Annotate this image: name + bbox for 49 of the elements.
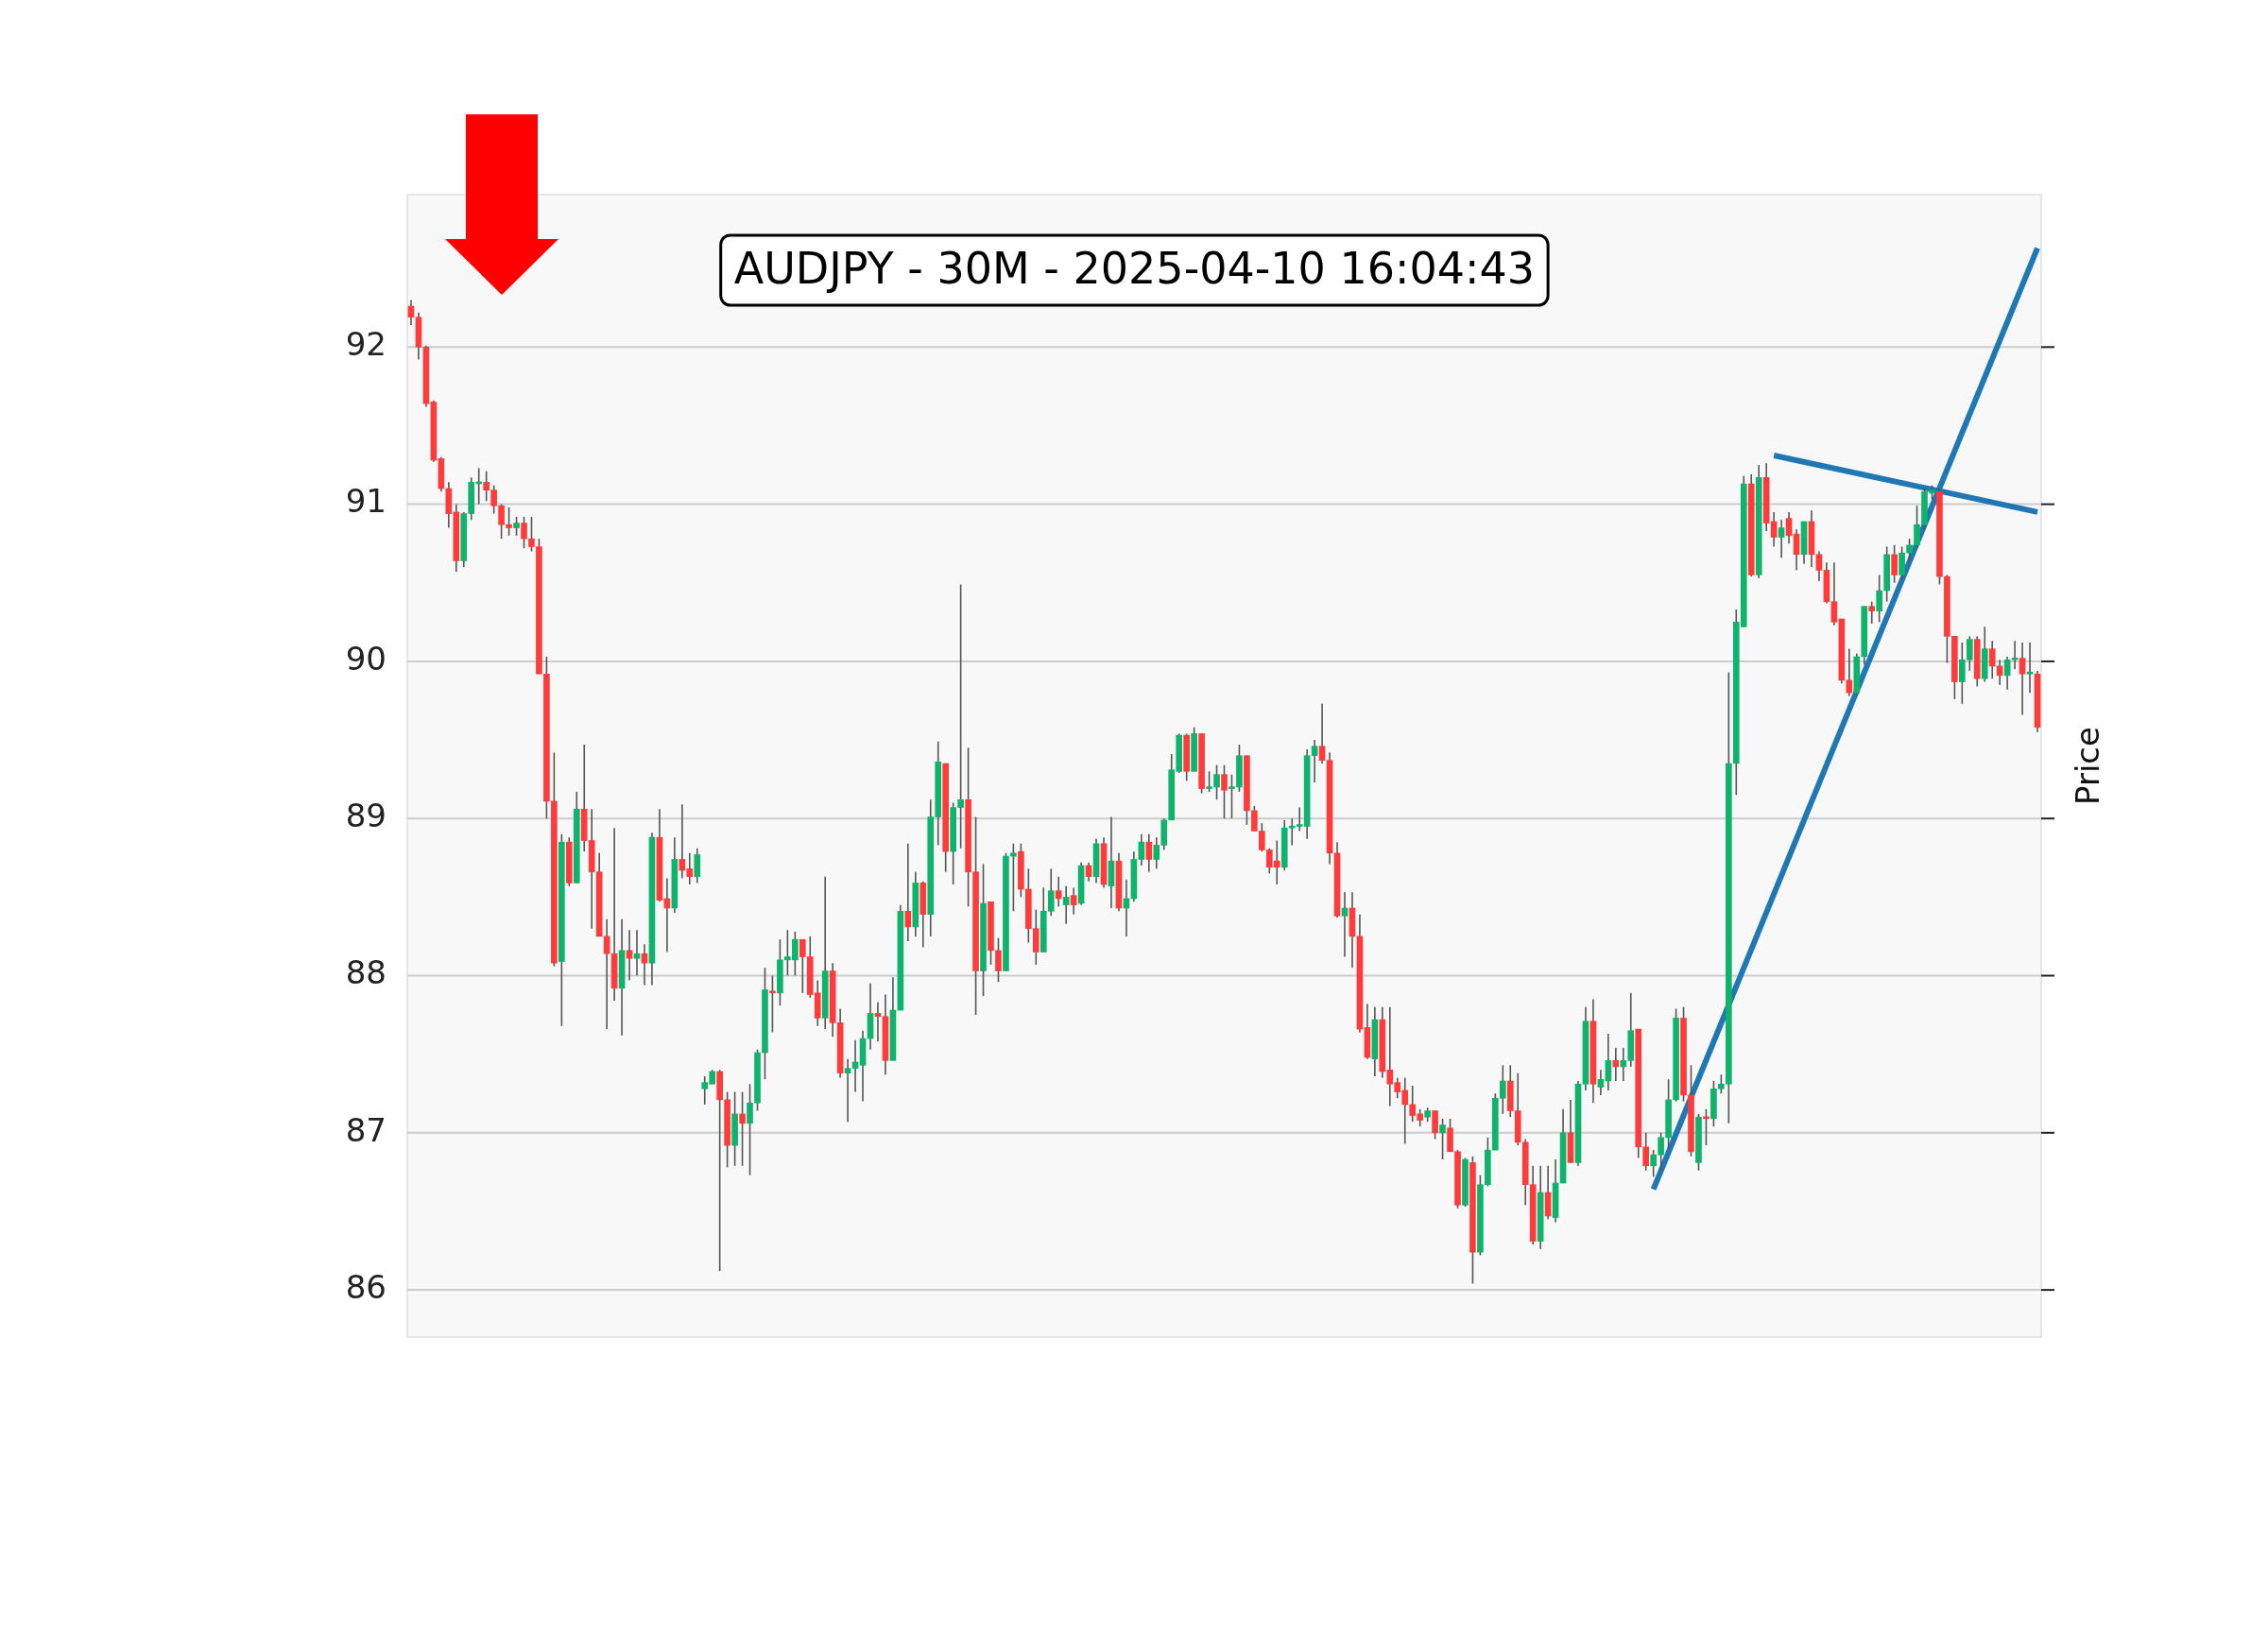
candlestick: [1311, 739, 1318, 783]
candlestick: [1988, 640, 1996, 679]
candlestick: [1846, 647, 1853, 697]
candlestick: [1597, 1069, 1605, 1096]
candlestick: [694, 848, 701, 884]
candlestick: [1650, 1149, 1657, 1178]
candlestick: [1221, 764, 1228, 820]
y-axis-title: Price: [2068, 727, 2106, 805]
candlestick: [1439, 1118, 1446, 1160]
candlestick: [1996, 659, 2003, 686]
y-tick-label: 88: [345, 953, 387, 992]
candlestick: [844, 1057, 851, 1123]
candlestick: [995, 936, 1002, 983]
candlestick: [2011, 640, 2019, 671]
candlestick: [1785, 511, 1793, 544]
y-tick-label: 91: [345, 482, 387, 521]
candlestick: [1899, 545, 1905, 581]
candlestick: [1830, 561, 1838, 626]
candlestick: [1612, 1047, 1620, 1082]
candlestick: [2026, 642, 2034, 694]
candlestick: [1815, 550, 1823, 582]
candlestick: [1778, 519, 1785, 558]
candlestick: [1341, 891, 1349, 958]
candlestick: [1891, 544, 1898, 584]
y-tick-label: 89: [345, 797, 387, 835]
candlestick: [513, 516, 520, 537]
candlestick: [1070, 886, 1077, 916]
text: AUDJPY - 30M - 2025-04-10 16:04:43: [733, 242, 1536, 294]
candlestick: [1876, 574, 1883, 624]
candlestick: [739, 1090, 746, 1167]
y-tick-label: 92: [345, 325, 387, 364]
candlestick: [633, 929, 641, 977]
y-tick-label: 90: [345, 639, 387, 678]
candlestick: [769, 974, 776, 1034]
y-tick-label: 86: [345, 1267, 387, 1306]
candlestick: [1432, 1109, 1438, 1141]
candlestick: [626, 929, 633, 982]
candlestick: [1062, 884, 1070, 925]
candlestick: [1145, 833, 1153, 873]
candlestick: [603, 918, 610, 1030]
candlestick: [1010, 843, 1017, 913]
candlestick: [1138, 833, 1145, 866]
y-tick-label: 87: [345, 1110, 387, 1149]
candlestick: [1055, 875, 1062, 908]
candlestick: [641, 943, 648, 987]
candlestick: [2019, 642, 2026, 716]
candlestick: [1906, 538, 1913, 562]
candlestick: [1318, 703, 1326, 764]
candlestick: [1868, 600, 1876, 625]
